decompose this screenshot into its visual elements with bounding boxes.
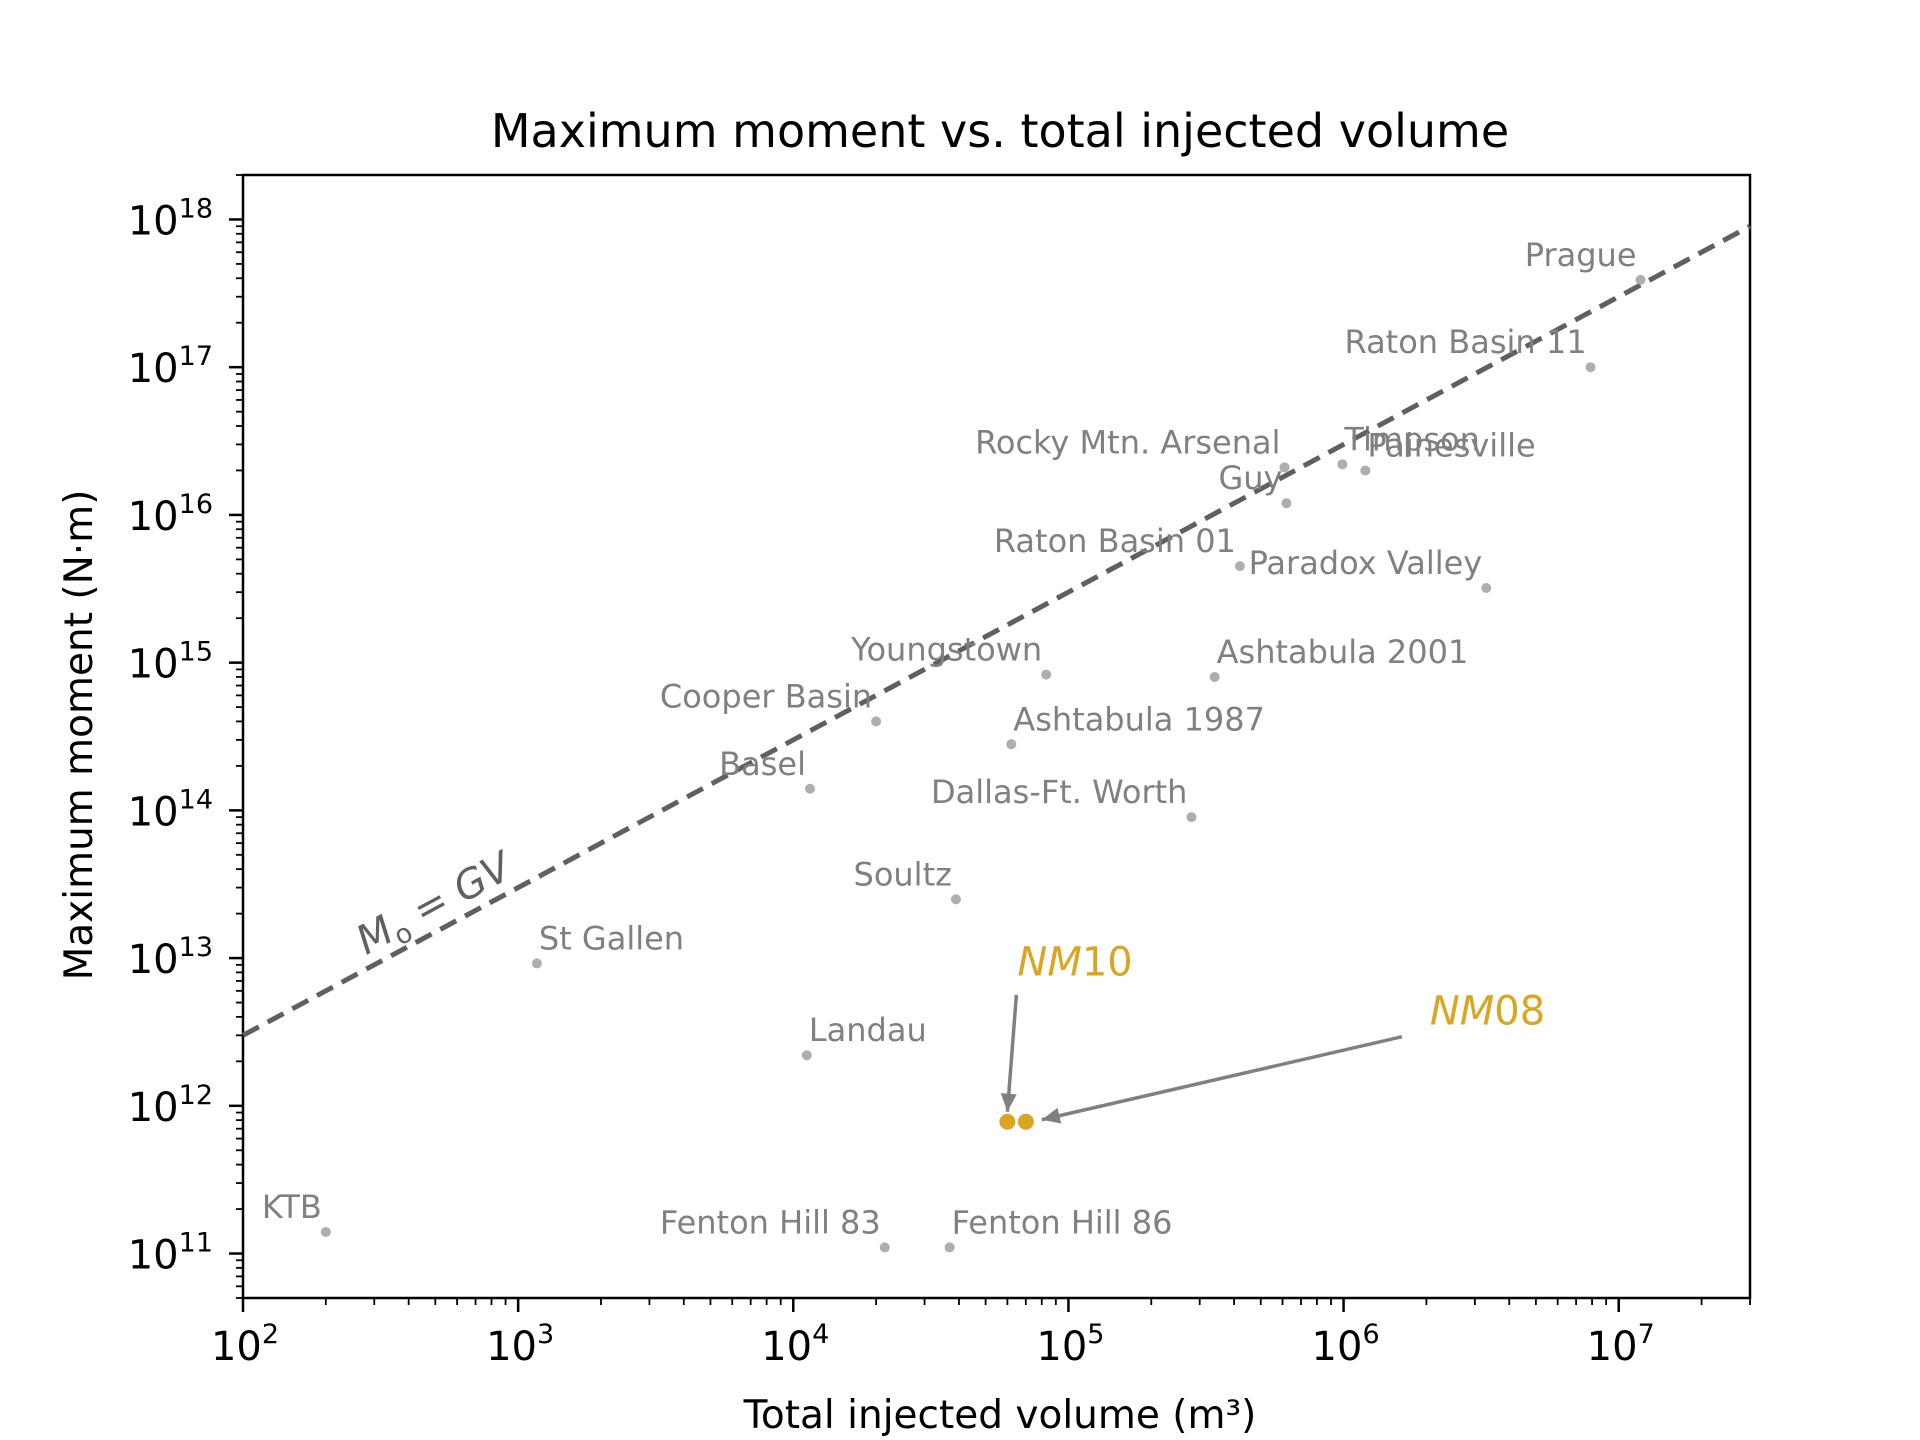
y-tick-label: 1011 <box>128 1228 213 1279</box>
data-point-label: Guy <box>1218 459 1282 497</box>
data-point-label: Dallas-Ft. Worth <box>931 773 1187 811</box>
data-point-label: Basel <box>719 745 806 783</box>
data-point-label: Soultz <box>854 855 952 893</box>
data-point <box>1360 465 1371 476</box>
x-tick-label: 104 <box>761 1319 829 1370</box>
highlight-points: NM10 NM08 <box>999 940 1545 1130</box>
data-point <box>1281 498 1292 509</box>
data-point <box>531 958 542 969</box>
y-tick-label: 1014 <box>128 784 213 835</box>
data-point-label: Raton Basin 01 <box>994 522 1236 560</box>
data-point <box>1041 669 1052 680</box>
nm08-arrow <box>1041 1035 1403 1124</box>
data-point-label: Youngstown <box>850 631 1042 669</box>
data-point <box>1209 671 1220 682</box>
data-point <box>879 1242 890 1253</box>
data-point <box>320 1226 331 1237</box>
highlight-label: NM10 <box>1017 940 1132 986</box>
nm10-arrow <box>1000 994 1019 1112</box>
data-point <box>871 716 882 727</box>
y-axis-label: Maximum moment (N·m) <box>57 490 102 981</box>
reference-line-label: Mo = GV <box>349 843 524 969</box>
data-point-label: Ashtabula 1987 <box>1013 700 1265 738</box>
data-point <box>1337 459 1348 470</box>
data-point-label: Fenton Hill 83 <box>660 1203 881 1241</box>
highlight-point <box>999 1113 1016 1130</box>
data-point <box>944 1242 955 1253</box>
y-tick-label: 1012 <box>128 1080 213 1131</box>
data-point <box>1279 462 1290 473</box>
data-point-label: Cooper Basin <box>660 677 872 715</box>
data-point-label: KTB <box>262 1188 322 1226</box>
data-point <box>1481 583 1492 594</box>
data-point <box>1006 739 1017 750</box>
y-tick-label: 1016 <box>128 489 213 540</box>
data-points: KTB Fenton Hill 83 Fenton Hill 86 Landau St … <box>262 236 1646 1253</box>
chart-title: Maximum moment vs. total injected volume <box>491 104 1509 158</box>
y-tick-label: 1018 <box>128 193 213 244</box>
data-point-label: Landau <box>809 1011 927 1049</box>
data-point-label: St Gallen <box>539 919 684 957</box>
data-point <box>801 1050 812 1061</box>
x-tick-label: 107 <box>1587 1319 1655 1370</box>
data-point-label: Prague <box>1525 236 1637 274</box>
data-point <box>1585 362 1596 373</box>
reference-line <box>241 224 1752 1038</box>
highlight-point <box>1017 1113 1034 1130</box>
x-tick-label: 106 <box>1312 1319 1380 1370</box>
data-point-label: Paradox Valley <box>1249 544 1483 582</box>
y-tick-label: 1013 <box>128 932 213 983</box>
data-point <box>1234 561 1245 572</box>
data-point <box>1186 812 1197 823</box>
data-point-label: Ashtabula 2001 <box>1217 633 1469 671</box>
highlight-label: NM08 <box>1430 989 1545 1035</box>
x-axis-label: Total injected volume (m³) <box>743 1393 1257 1438</box>
x-tick-label: 102 <box>211 1319 279 1370</box>
axes-frame <box>241 173 1752 1300</box>
y-tick-label: 1015 <box>128 637 213 688</box>
data-point-label: Timpson <box>1343 420 1479 458</box>
data-point-label: Raton Basin 11 <box>1345 323 1587 361</box>
data-point-label: Rocky Mtn. Arsenal <box>975 423 1280 461</box>
y-tick-label: 1017 <box>128 341 213 392</box>
data-point-label: Painesville <box>1367 426 1535 464</box>
axis-ticks: 102 103 104 105 106 107 1011 1012 1013 1014 1015 10… <box>128 174 1751 1370</box>
data-point-label: Fenton Hill 86 <box>952 1203 1173 1241</box>
x-tick-label: 105 <box>1036 1319 1104 1370</box>
plot-area <box>241 173 1752 1300</box>
data-point <box>1635 274 1646 285</box>
data-point <box>950 894 961 905</box>
x-tick-label: 103 <box>486 1319 554 1370</box>
data-point <box>804 783 815 794</box>
